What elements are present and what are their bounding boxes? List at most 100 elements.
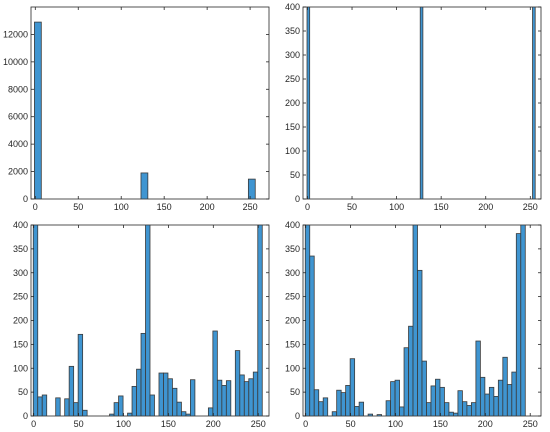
bar — [163, 372, 169, 416]
bar — [37, 396, 43, 416]
y-tick-label: 0 — [295, 194, 300, 204]
x-tick-label: 50 — [346, 419, 356, 429]
bar — [34, 21, 42, 199]
plot-area — [30, 6, 270, 200]
x-tick-label: 200 — [206, 419, 221, 429]
bar — [340, 392, 347, 416]
chart-top-right: 0 50 100 150 200 250 0 50 100 150 200 250 300 350 400 — [285, 2, 542, 212]
bar — [252, 371, 259, 416]
y-tick-label: 0 — [295, 411, 300, 421]
y-tick-label: 400 — [285, 220, 300, 230]
bar — [493, 396, 499, 416]
bar — [64, 398, 70, 416]
x-tick-label: 150 — [434, 202, 449, 212]
bar — [336, 389, 342, 416]
bar — [140, 332, 146, 416]
bar — [466, 405, 472, 416]
bar — [322, 397, 329, 416]
y-tick-label: 4000 — [8, 139, 28, 149]
y-tick-label: 300 — [285, 268, 300, 278]
bar — [502, 356, 508, 416]
bar — [520, 225, 526, 416]
bar — [216, 379, 223, 416]
bar — [408, 325, 414, 416]
bar — [419, 7, 424, 199]
bar — [358, 401, 365, 416]
bar — [113, 402, 119, 416]
bar — [426, 402, 432, 416]
y-tick-label: 0 — [23, 194, 28, 204]
y-tick-label: 200 — [285, 98, 300, 108]
y-tick-label: 8000 — [8, 84, 28, 94]
y-tick-label: 150 — [13, 339, 28, 349]
bar — [149, 394, 155, 416]
bar — [354, 406, 360, 416]
bars — [34, 21, 256, 199]
bar — [385, 400, 391, 416]
bar — [190, 379, 196, 416]
bar — [167, 378, 173, 416]
chart-bottom-right: 0 50 100 150 200 250 0 50 100 150 200 250 300 350 400 — [285, 220, 542, 429]
bar — [484, 393, 490, 416]
chart-bottom-left: 0 50 100 150 200 250 0 50 100 150 200 250 300 350 400 — [13, 220, 270, 429]
y-tick-label: 350 — [285, 244, 300, 254]
bar — [181, 411, 187, 416]
bar — [172, 387, 178, 416]
chart-top-left: 0 50 100 150 200 250 0 2000 4000 6000 8000 10000 120… — [3, 6, 270, 212]
x-tick-label: 150 — [157, 202, 172, 212]
bar — [239, 374, 245, 416]
bar — [136, 368, 142, 416]
bar — [331, 411, 338, 416]
y-tick-label: 50 — [290, 387, 300, 397]
bar — [131, 385, 137, 416]
bar — [403, 347, 409, 416]
bar — [532, 7, 536, 199]
bar — [212, 330, 218, 416]
bar — [349, 358, 356, 416]
x-tick-label: 100 — [114, 202, 129, 212]
bar — [313, 389, 320, 416]
bar — [345, 385, 351, 416]
bar — [127, 412, 133, 416]
bar — [207, 407, 214, 416]
bar — [376, 414, 382, 416]
x-tick-label: 0 — [305, 202, 310, 212]
y-tick-label: 50 — [290, 170, 300, 180]
y-tick-label: 6000 — [8, 112, 28, 122]
bar — [430, 385, 436, 416]
bar — [511, 371, 517, 416]
bar — [318, 401, 324, 416]
x-tick-label: 250 — [251, 419, 266, 429]
bar — [225, 380, 232, 416]
bar — [506, 384, 513, 416]
bar — [448, 411, 454, 416]
bar — [457, 390, 463, 416]
x-tick-label: 250 — [523, 202, 538, 212]
bars — [32, 225, 263, 416]
bar — [497, 379, 504, 416]
bar — [221, 385, 227, 416]
x-tick-label: 200 — [200, 202, 215, 212]
bar — [243, 381, 250, 416]
x-tick-label: 100 — [116, 419, 131, 429]
bar — [247, 178, 256, 199]
x-tick-label: 150 — [433, 419, 448, 429]
y-tick-label: 150 — [285, 339, 300, 349]
y-tick-label: 150 — [285, 122, 300, 132]
bar — [417, 269, 423, 416]
y-tick-label: 0 — [23, 411, 28, 421]
bar — [309, 255, 315, 416]
y-tick-label: 12000 — [3, 29, 28, 39]
y-tick-label: 200 — [13, 316, 28, 326]
y-tick-label: 350 — [285, 26, 300, 36]
bar — [140, 172, 149, 199]
bar — [421, 360, 427, 416]
bars — [306, 7, 536, 199]
x-tick-label: 200 — [478, 419, 493, 429]
x-tick-label: 250 — [243, 202, 258, 212]
y-tick-label: 200 — [285, 316, 300, 326]
bar — [399, 406, 405, 416]
bar — [367, 413, 373, 416]
bar — [470, 402, 477, 416]
